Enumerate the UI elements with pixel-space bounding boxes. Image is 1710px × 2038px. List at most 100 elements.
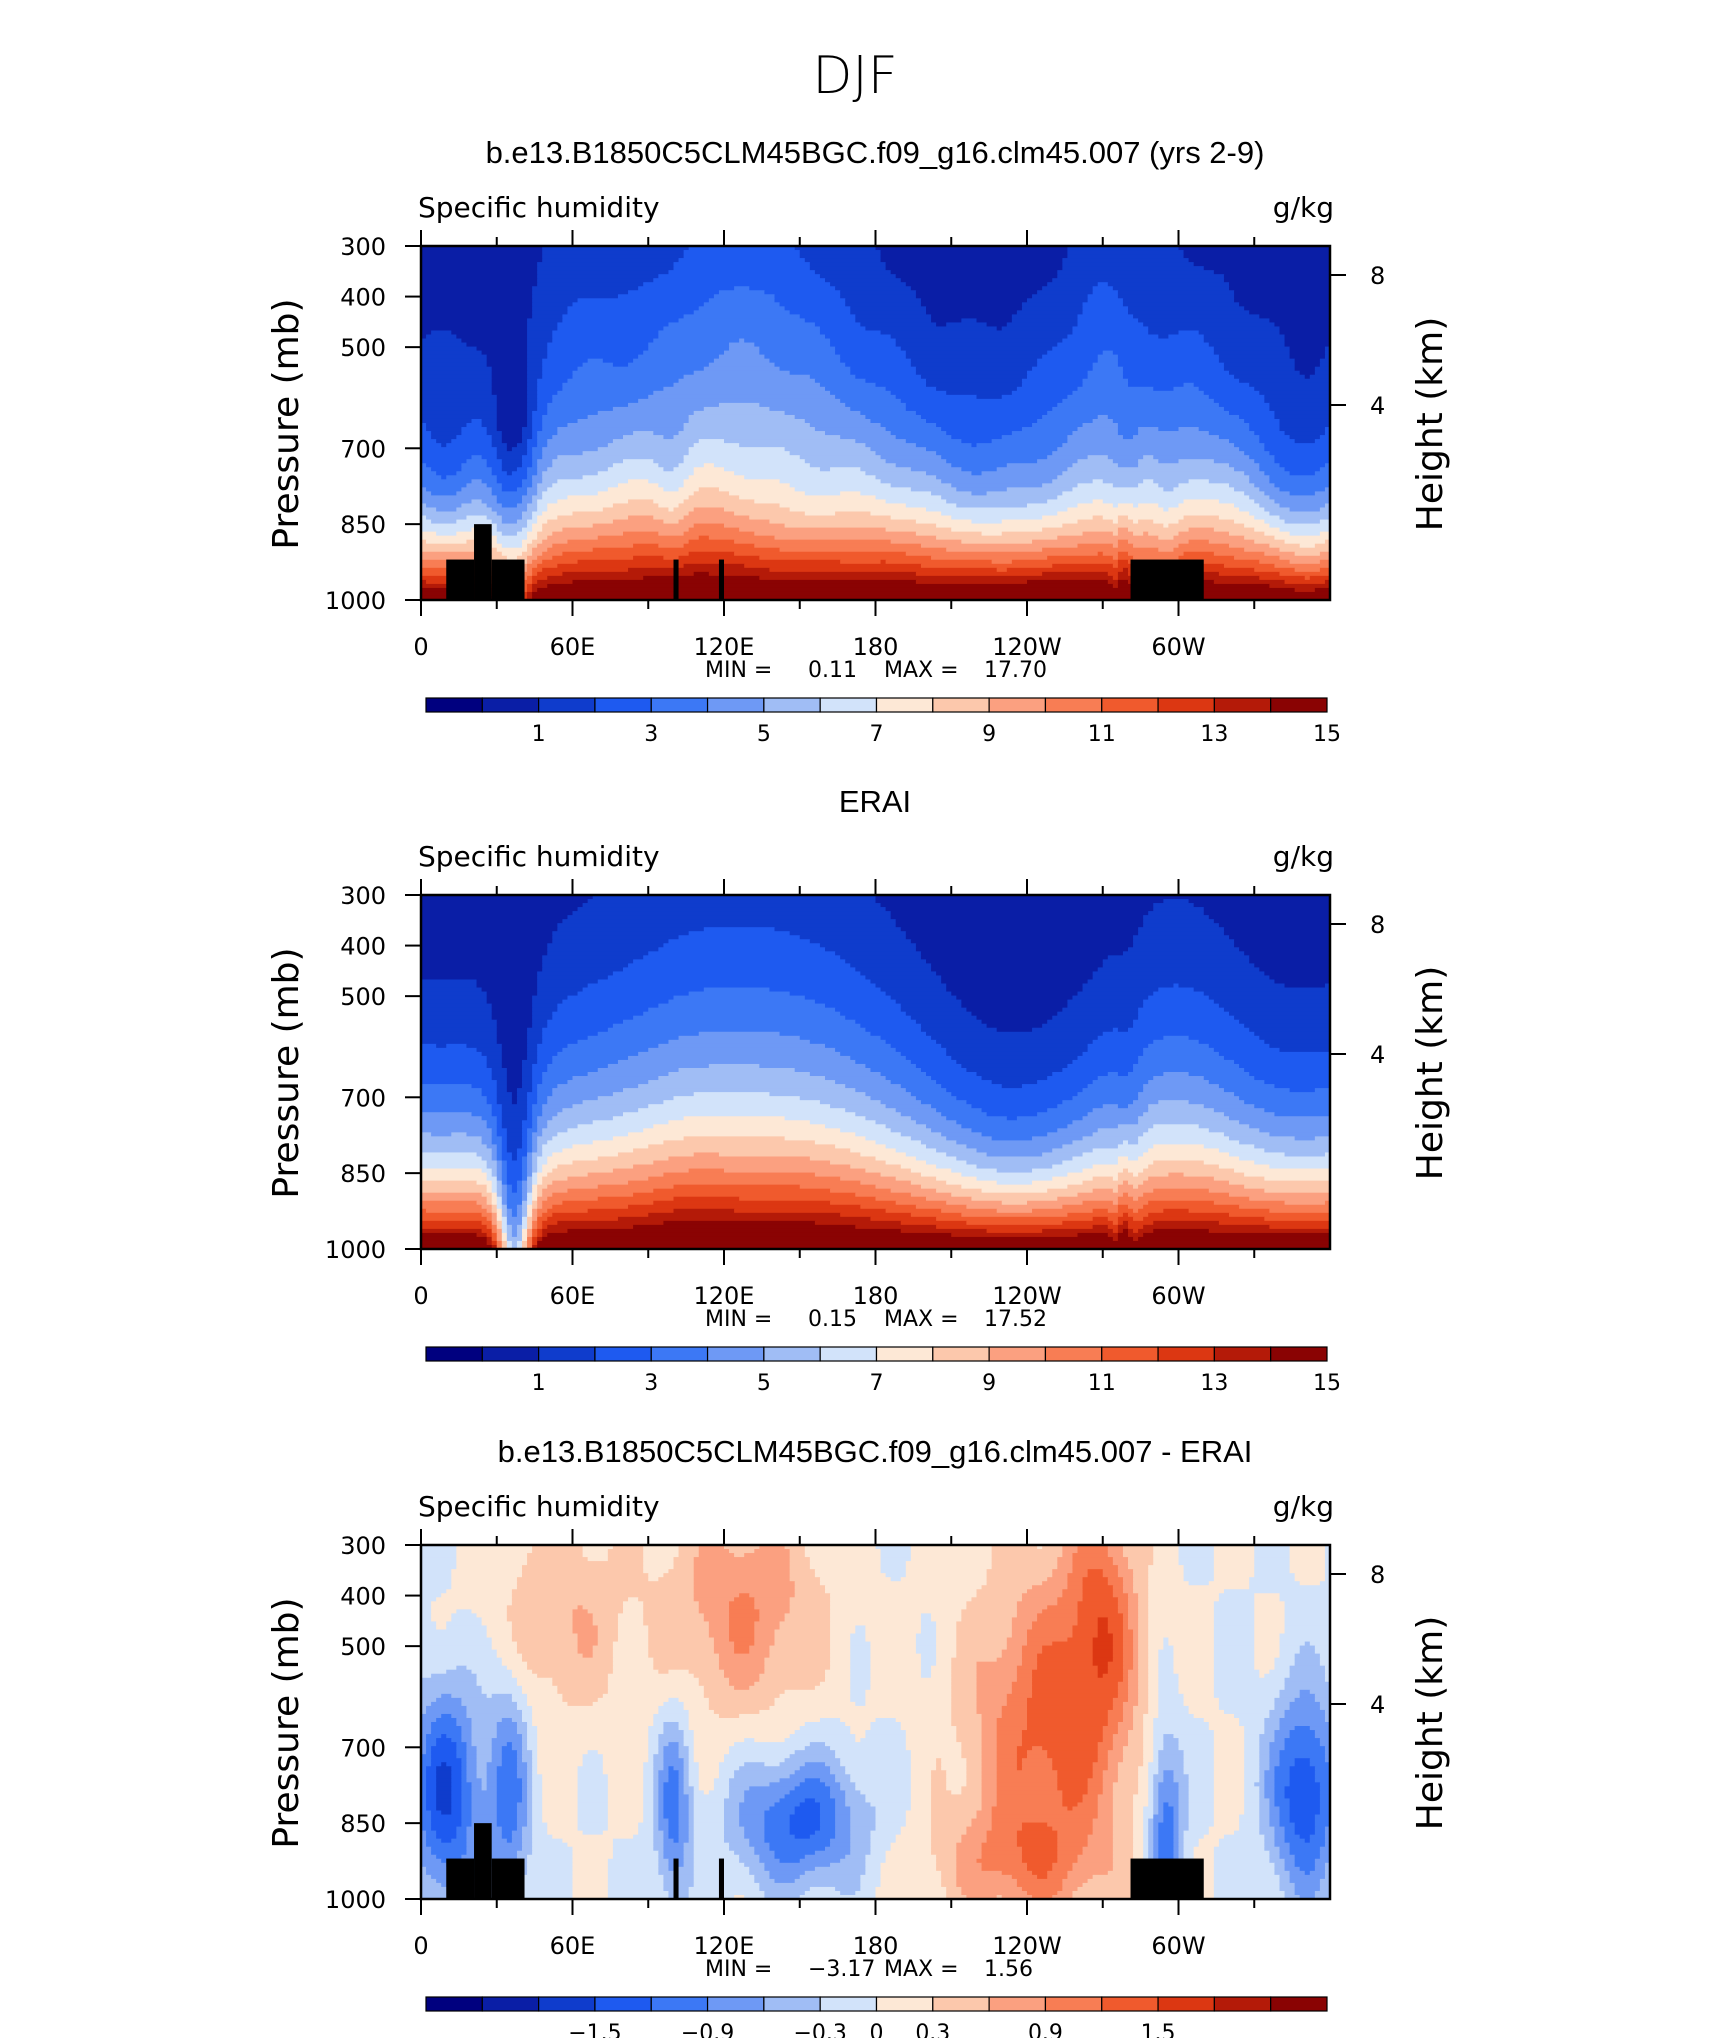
- contour-cell: [698, 1770, 720, 1775]
- contour-cell: [678, 1790, 685, 1796]
- contour-cell: [905, 1565, 993, 1570]
- contour-cell: [1037, 1665, 1099, 1671]
- contour-cell: [532, 1778, 543, 1783]
- contour-cell: [506, 1236, 523, 1242]
- contour-cell: [476, 1774, 488, 1779]
- contour-cell: [946, 547, 1043, 553]
- contour-cell: [658, 1003, 826, 1009]
- contour-cell: [1208, 1043, 1270, 1049]
- contour-cell: [668, 1778, 680, 1783]
- contour-cell: [956, 1730, 983, 1735]
- contour-cell: [900, 1051, 947, 1057]
- contour-cell: [1138, 1786, 1149, 1791]
- contour-cell: [850, 1774, 912, 1779]
- contour-cell: [516, 1092, 528, 1097]
- contour-cell: [527, 1561, 644, 1566]
- contour-cell: [774, 1697, 851, 1703]
- contour-cell: [527, 1734, 538, 1739]
- contour-cell: [653, 1774, 659, 1779]
- contour-cell: [527, 1192, 533, 1198]
- contour-cell: [1052, 1766, 1094, 1771]
- contour-cell: [1117, 1685, 1129, 1691]
- colorbar-label: 13: [1200, 1371, 1228, 1396]
- contour-cell: [1112, 1786, 1139, 1791]
- contour-cell: [496, 1180, 503, 1186]
- contour-cell: [1052, 1573, 1068, 1578]
- contour-cell: [809, 939, 912, 944]
- contour-cell: [1289, 491, 1316, 497]
- contour-cell: [1244, 1786, 1260, 1791]
- contour-cell: [658, 1806, 664, 1812]
- contour-cell: [830, 1188, 892, 1194]
- contour-cell: [511, 1621, 574, 1627]
- contour-cell: [1234, 290, 1331, 295]
- contour-cell: [1294, 1577, 1326, 1582]
- contour-cell: [522, 1689, 558, 1695]
- contour-cell: [516, 1224, 523, 1230]
- contour-cell: [1122, 1549, 1154, 1554]
- contour-cell: [840, 358, 912, 364]
- contour-cell: [1032, 539, 1119, 545]
- contour-cell: [421, 1240, 488, 1246]
- contour-cell: [961, 1609, 1018, 1614]
- contour-cell: [1112, 418, 1245, 424]
- contour-cell: [931, 1770, 947, 1775]
- contour-cell: [759, 1609, 791, 1614]
- contour-cell: [809, 1742, 826, 1747]
- contour-cell: [693, 1569, 791, 1574]
- contour-cell: [1077, 543, 1114, 549]
- contour-cell: [421, 322, 528, 328]
- contour-cell: [542, 1790, 579, 1796]
- contour-cell: [1143, 1742, 1154, 1747]
- contour-cell: [1001, 1200, 1028, 1206]
- contour-cell: [532, 995, 569, 1001]
- contour-cell: [1128, 1593, 1139, 1598]
- contour-cell: [1138, 1208, 1164, 1214]
- contour-cell: [1032, 1685, 1119, 1691]
- contour-cell: [1158, 1653, 1175, 1659]
- contour-cell: [1122, 1581, 1134, 1586]
- contour-cell: [678, 1754, 690, 1759]
- contour-cell: [496, 475, 528, 480]
- contour-cell: [547, 1100, 584, 1105]
- contour-cell: [527, 591, 533, 597]
- contour-cell: [1117, 503, 1134, 509]
- contour-cell: [1319, 1742, 1331, 1747]
- contour-cell: [850, 1673, 872, 1679]
- contour-cell: [481, 455, 498, 460]
- contour-cell: [875, 1196, 927, 1202]
- contour-cell: [1274, 1782, 1291, 1787]
- contour-cell: [527, 346, 548, 352]
- contour-cell: [431, 1701, 462, 1707]
- contour-cell: [501, 515, 523, 521]
- contour-cell: [522, 1685, 558, 1691]
- contour-cell: [527, 366, 543, 372]
- contour-cell: [537, 1100, 548, 1105]
- contour-cell: [501, 1168, 508, 1174]
- contour-cell: [516, 555, 528, 561]
- contour-cell: [749, 515, 892, 521]
- contour-cell: [1324, 1152, 1331, 1158]
- contour-cell: [421, 931, 553, 936]
- contour-cell: [1107, 1661, 1124, 1667]
- stats-value: 0.11: [808, 658, 857, 683]
- contour-cell: [1138, 1693, 1149, 1699]
- contour-cell: [1163, 1774, 1175, 1779]
- contour-cell: [951, 1673, 978, 1679]
- contour-cell: [1153, 1758, 1159, 1763]
- contour-cell: [951, 483, 1043, 488]
- contour-cell: [910, 1136, 947, 1141]
- contour-cell: [436, 1738, 452, 1743]
- contour-cell: [850, 1148, 897, 1154]
- contour-cell: [501, 551, 523, 557]
- contour-cell: [491, 531, 503, 537]
- contour-cell: [673, 467, 695, 472]
- contour-cell: [643, 1553, 680, 1558]
- contour-cell: [547, 583, 1114, 589]
- contour-cell: [532, 1228, 538, 1234]
- contour-cell: [845, 1770, 912, 1775]
- contour-cell: [496, 1120, 503, 1125]
- contour-cell: [623, 1609, 644, 1614]
- contour-cell: [421, 1104, 493, 1109]
- contour-cell: [1122, 1621, 1129, 1627]
